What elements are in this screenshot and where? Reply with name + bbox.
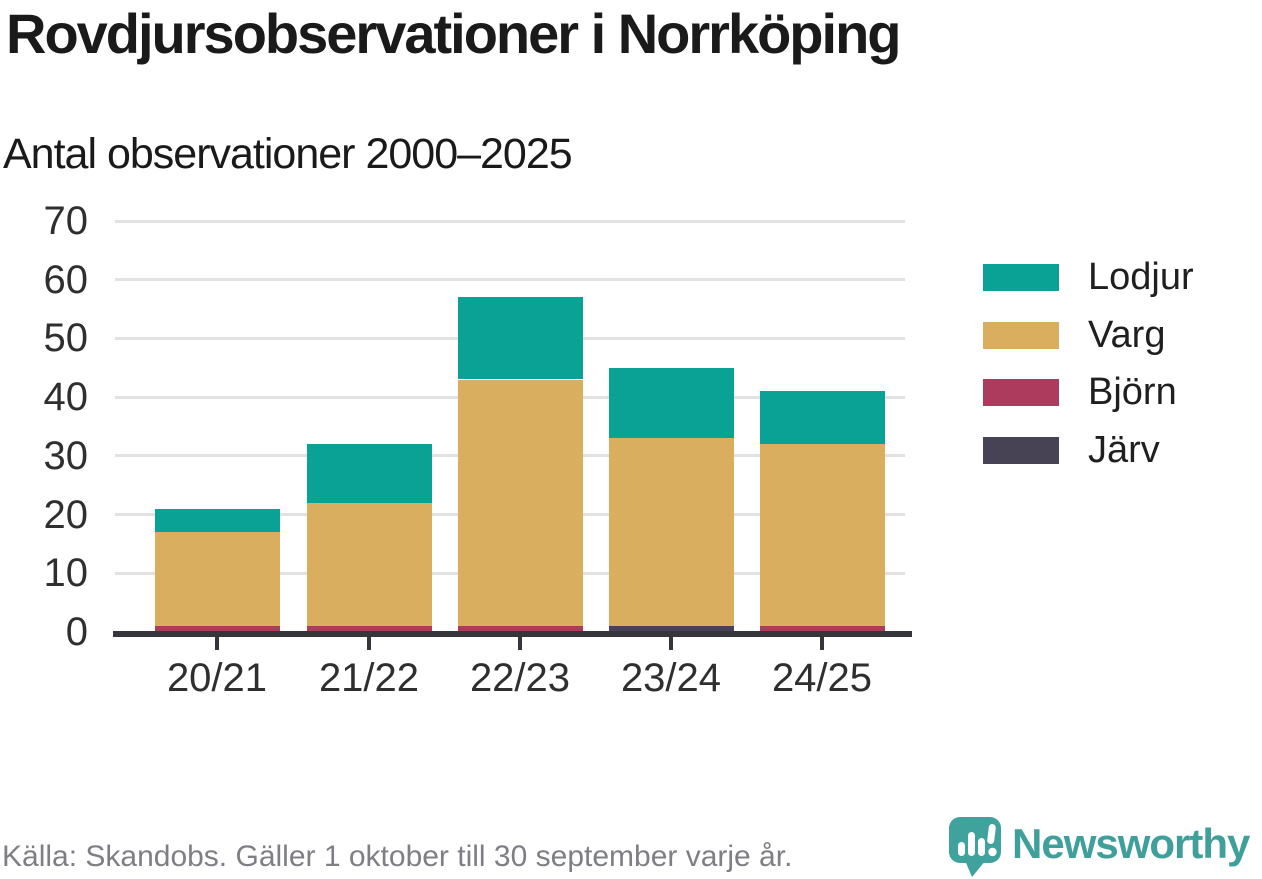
y-axis-tick-label: 30: [43, 433, 89, 478]
bar-segment-varg-22-23: [457, 379, 583, 627]
y-axis-tick-label: 60: [43, 257, 89, 302]
x-axis-tick-label-21-22: 21/22: [318, 656, 420, 700]
x-axis-tick-label-24-25: 24/25: [771, 656, 873, 700]
x-axis-tick: [367, 637, 371, 650]
chart-title: Rovdjursobservationer i Norrköping: [6, 2, 901, 65]
legend-label: Björn: [1088, 371, 1177, 413]
legend-item-bj-rn: Björn: [983, 371, 1177, 413]
bar-segment-bj-rn-21-22: [306, 626, 432, 632]
legend-label: Varg: [1088, 313, 1166, 356]
y-axis-tick-label: 50: [43, 316, 89, 361]
x-axis-tick: [820, 637, 824, 650]
y-axis-tick-label: 0: [65, 610, 88, 654]
legend-swatch-varg: [983, 321, 1059, 349]
gridline-60: [115, 278, 905, 282]
x-axis-tick: [669, 637, 673, 650]
gridline-70: [115, 219, 905, 223]
y-axis-tick-label: 10: [43, 551, 89, 596]
x-axis-line: [113, 631, 912, 637]
legend-item-varg: Varg: [983, 314, 1165, 356]
bar-segment-lodjur-22-23: [457, 297, 583, 380]
legend-label: Järv: [1088, 428, 1160, 471]
x-axis-tick-label-20-21: 20/21: [166, 656, 268, 700]
source-note: Källa: Skandobs. Gäller 1 oktober till 3…: [2, 840, 793, 873]
y-axis-tick-label: 40: [43, 375, 89, 420]
newsworthy-logo-link[interactable]: Newsworthy: [948, 816, 1250, 878]
bar-segment-varg-23-24: [608, 438, 734, 627]
legend-item-j-rv: Järv: [983, 429, 1160, 471]
bar-segment-lodjur-20-21: [154, 508, 280, 533]
x-axis-tick: [215, 637, 219, 650]
legend-swatch-bj-rn: [983, 379, 1059, 406]
bar-segment-lodjur-24-25: [759, 391, 885, 445]
x-axis-tick-label-23-24: 23/24: [620, 656, 722, 700]
legend-swatch-lodjur: [983, 264, 1059, 291]
bar-segment-varg-20-21: [154, 532, 280, 627]
bar-segment-bj-rn-24-25: [759, 626, 885, 632]
y-axis-tick-label: 20: [43, 492, 89, 537]
bar-segment-varg-21-22: [306, 502, 432, 627]
brand-wordmark: Newsworthy: [1012, 820, 1250, 867]
x-axis-tick: [518, 637, 522, 650]
bar-segment-bj-rn-20-21: [154, 626, 280, 632]
newsworthy-logo-icon: [949, 817, 1001, 877]
chart-subtitle: Antal observationer 2000–2025: [3, 130, 573, 178]
legend-label: Lodjur: [1088, 256, 1194, 298]
bar-segment-j-rv-23-24: [608, 626, 734, 632]
y-axis-tick-label: 70: [43, 199, 89, 243]
bar-segment-bj-rn-22-23: [457, 626, 583, 632]
bar-segment-lodjur-23-24: [608, 367, 734, 439]
bar-segment-varg-24-25: [759, 444, 885, 627]
x-axis-tick-label-22-23: 22/23: [469, 656, 571, 700]
bar-segment-lodjur-21-22: [306, 444, 432, 503]
legend-item-lodjur: Lodjur: [983, 256, 1194, 298]
legend-swatch-j-rv: [983, 436, 1059, 464]
